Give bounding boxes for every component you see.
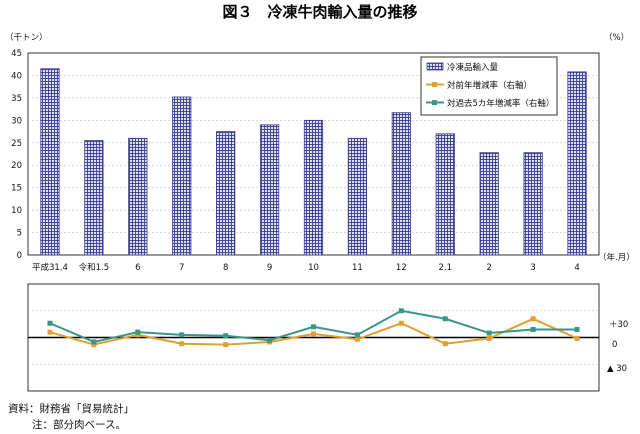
rate-point xyxy=(530,316,536,322)
rate-point xyxy=(574,326,580,332)
rate-tick-label-minus30: ▲ 30 xyxy=(607,364,627,374)
rate-point xyxy=(442,341,448,347)
x-tick-label: 令和1.5 xyxy=(79,262,110,273)
rate-point xyxy=(135,332,141,338)
rate-point xyxy=(47,329,53,335)
rate-point xyxy=(91,339,97,345)
source-note: 資料：財務省「貿易統計」 xyxy=(8,402,134,415)
legend-bar-label: 冷凍品輸入量 xyxy=(447,62,499,73)
x-tick-label: 7 xyxy=(179,263,184,273)
legend-yoy-label: 対前年増減率（右軸） xyxy=(447,80,532,91)
bar xyxy=(347,137,368,256)
rate-point xyxy=(354,336,360,342)
y-tick-label: 45 xyxy=(11,49,22,59)
rate-tick-label-zero: 0 xyxy=(612,340,617,350)
footnote: 注：部分肉ベース。 xyxy=(32,418,126,431)
x-tick-label: 9 xyxy=(267,263,272,273)
x-tick-label: 2 xyxy=(486,263,491,273)
rate-point xyxy=(311,331,316,337)
rate-tick-label-plus30: ＋30 xyxy=(609,320,628,330)
x-tick-label: 平成31.4 xyxy=(32,262,68,273)
bar xyxy=(567,71,587,256)
bar xyxy=(435,133,455,256)
y-tick-label: 0 xyxy=(17,251,22,261)
y-tick-label: 10 xyxy=(11,206,22,216)
x-tick-label: 12 xyxy=(396,263,407,273)
x-tick-label: 11 xyxy=(352,263,363,273)
left-axis-unit: （千トン） xyxy=(5,32,48,43)
bar xyxy=(391,112,411,256)
rate-point xyxy=(223,333,229,339)
x-tick-label: 2.1 xyxy=(439,263,453,273)
chart-title: 図３ 冷凍牛肉輸入量の推移 xyxy=(222,3,417,21)
rate-point xyxy=(398,308,404,314)
legend-5yr-label: 対過去5カ年増減率（右軸） xyxy=(447,98,554,109)
bar xyxy=(40,68,60,256)
rate-point xyxy=(486,335,492,341)
y-tick-label: 15 xyxy=(11,184,22,194)
bar xyxy=(216,131,236,256)
y-tick-label: 20 xyxy=(11,161,22,171)
bar xyxy=(259,124,280,256)
y-tick-label: 35 xyxy=(11,94,22,104)
bar xyxy=(479,152,499,256)
rate-lines xyxy=(47,308,580,348)
rate-point xyxy=(574,335,580,341)
y-tick-label: 40 xyxy=(11,71,22,81)
rate-point xyxy=(47,320,53,326)
bar xyxy=(128,137,148,256)
rate-point xyxy=(311,324,316,330)
bar xyxy=(84,140,104,256)
y-tick-label: 25 xyxy=(11,139,22,149)
rate-point xyxy=(223,342,229,348)
rate-point xyxy=(135,329,141,335)
rate-point xyxy=(398,320,404,326)
x-axis-labels: 平成31.4 令和1.5 6 7 8 9 10 11 12 2.1 2 3 4 xyxy=(32,262,580,273)
x-tick-label: 6 xyxy=(135,263,140,273)
rate-point xyxy=(442,316,448,322)
y-tick-label: 30 xyxy=(11,116,22,126)
rate-point xyxy=(486,330,492,336)
rate-point xyxy=(91,342,97,348)
x-tick-label: 10 xyxy=(308,263,319,273)
legend: 冷凍品輸入量 対前年増減率（右軸） 対過去5カ年増減率（右軸） xyxy=(420,56,558,116)
rate-point xyxy=(267,337,273,343)
rate-point xyxy=(354,332,360,338)
bar xyxy=(303,119,324,256)
y-tick-label: 5 xyxy=(17,229,22,239)
x-tick-label: 4 xyxy=(574,263,579,273)
bars xyxy=(40,68,587,256)
rate-point xyxy=(530,326,536,332)
x-axis-unit: （年.月） xyxy=(598,252,635,263)
x-tick-label: 3 xyxy=(530,263,535,273)
bar xyxy=(523,152,543,256)
left-axis-ticks: 0 5 10 15 20 25 30 35 40 45 xyxy=(11,49,22,261)
legend-bar-swatch xyxy=(426,62,444,71)
rate-point xyxy=(179,332,185,338)
rate-point xyxy=(179,341,185,347)
bar xyxy=(172,96,192,256)
right-axis-unit: （%） xyxy=(604,32,629,43)
x-tick-label: 8 xyxy=(223,263,228,273)
